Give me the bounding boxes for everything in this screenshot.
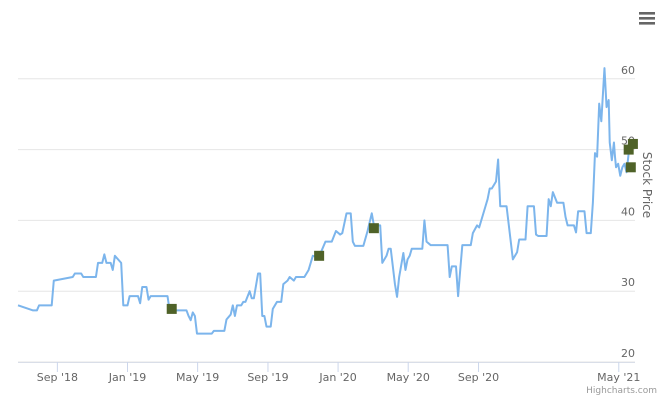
price-line [17, 67, 632, 335]
marker [627, 138, 638, 149]
y-tick-label: 60 [621, 64, 635, 77]
y-tick-label: 20 [621, 347, 635, 360]
marker [625, 162, 636, 173]
x-tick-label: Jan '19 [108, 371, 146, 384]
y-tick-label: 30 [621, 276, 635, 289]
marker [166, 303, 177, 314]
x-tick-label: May '20 [387, 371, 430, 384]
marker [623, 144, 634, 155]
marker [368, 223, 379, 234]
marker [314, 250, 325, 261]
x-tick-label: Jan '20 [318, 371, 356, 384]
menu-bar [639, 22, 655, 25]
y-axis-title: Stock Price [640, 152, 654, 218]
x-tick-label: Sep '20 [458, 371, 499, 384]
menu-bar [639, 12, 655, 15]
x-tick-label: Sep '18 [37, 371, 78, 384]
menu-button[interactable] [639, 12, 655, 25]
y-tick-label: 40 [621, 205, 635, 218]
menu-bar [639, 17, 655, 20]
x-tick-label: May '19 [176, 371, 219, 384]
x-tick-label: May '21 [597, 371, 640, 384]
credits[interactable]: Highcharts.com [586, 386, 657, 396]
x-tick-label: Sep '19 [247, 371, 288, 384]
